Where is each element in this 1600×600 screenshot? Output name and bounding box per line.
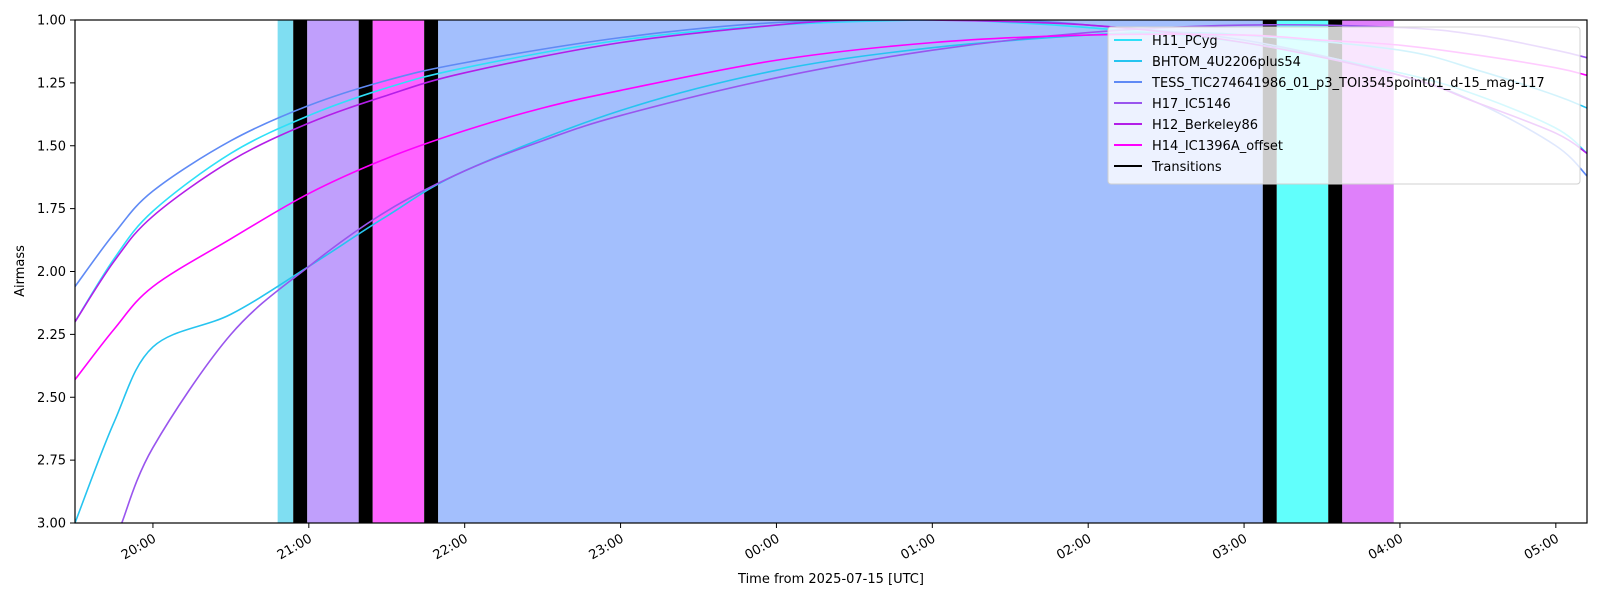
legend-label: TESS_TIC274641986_01_p3_TOI3545point01_d…: [1151, 76, 1545, 91]
y-tick-label: 2.50: [37, 391, 66, 406]
legend-label: Transitions: [1151, 160, 1222, 175]
band-4: [372, 20, 425, 523]
y-axis: 1.00 1.25 1.50 1.75 2.00 2.25 2.50 2.75 3.00: [37, 14, 75, 532]
y-tick-label: 3.00: [37, 517, 66, 532]
y-tick-label: 2.25: [37, 328, 66, 343]
x-tick-label: 01:00: [898, 531, 938, 563]
x-tick-label: 22:00: [431, 531, 471, 563]
x-tick-label: 20:00: [119, 531, 159, 563]
legend-box: [1107, 26, 1581, 185]
x-tick-label: 04:00: [1366, 531, 1406, 563]
legend-label: H12_Berkeley86: [1152, 118, 1258, 133]
y-axis-label: Airmass: [13, 245, 28, 297]
legend-label: BHTOM_4U2206plus54: [1152, 55, 1301, 70]
y-tick-label: 1.00: [37, 14, 66, 29]
x-axis-label: Time from 2025-07-15 [UTC]: [737, 572, 924, 587]
x-tick-label: 02:00: [1054, 531, 1094, 563]
y-tick-label: 1.50: [37, 139, 66, 154]
band-5: [424, 20, 439, 523]
x-tick-label: 03:00: [1210, 531, 1250, 563]
legend-label: H11_PCyg: [1152, 34, 1218, 49]
x-tick-label: 05:00: [1522, 531, 1562, 563]
y-tick-label: 2.00: [37, 265, 66, 280]
y-tick-label: 2.75: [37, 454, 66, 469]
legend-label: H14_IC1396A_offset: [1152, 139, 1283, 154]
x-tick-label: 23:00: [587, 531, 627, 563]
x-tick-label: 00:00: [742, 531, 782, 563]
legend-label: H17_IC5146: [1152, 97, 1231, 112]
y-tick-label: 1.75: [37, 202, 66, 217]
x-axis: 20:00 21:00 22:00 23:00 00:00 01:00 02:00 03:00…: [119, 523, 1562, 563]
band-2: [307, 20, 359, 523]
legend: H11_PCyg BHTOM_4U2206plus54 TESS_TIC274641…: [1107, 26, 1581, 185]
band-0: [277, 20, 294, 523]
band-3: [358, 20, 373, 523]
x-tick-label: 21:00: [275, 531, 315, 563]
y-tick-label: 1.25: [37, 76, 66, 91]
